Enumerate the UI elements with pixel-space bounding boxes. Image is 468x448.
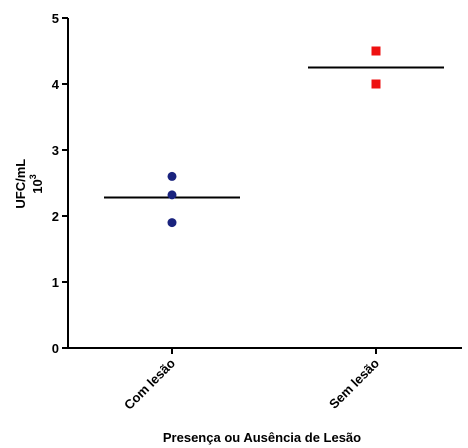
- y-tick-label: 1: [52, 275, 59, 290]
- y-tick-label: 0: [52, 341, 59, 356]
- data-point-square: [371, 79, 381, 89]
- data-point-square: [371, 46, 381, 56]
- data-point-circle: [167, 171, 177, 181]
- y-ticks: 0 1 2 3 4 5: [52, 11, 68, 356]
- y-axis-title-line1: UFC/mL: [13, 159, 28, 209]
- x-ticks: Com lesão Sem lesão: [121, 348, 382, 413]
- y-axis-title-exponent: 3: [28, 174, 38, 179]
- y-tick-label: 5: [52, 11, 59, 26]
- data-point-circle: [167, 218, 177, 228]
- y-tick-label: 3: [52, 143, 59, 158]
- y-axis-title-base: 10: [30, 179, 45, 193]
- y-tick-label: 4: [52, 77, 60, 92]
- y-axis-title: UFC/mL 103: [13, 155, 45, 208]
- axes: [67, 18, 462, 349]
- data-marks: [104, 46, 444, 228]
- x-tick-label: Sem lesão: [326, 355, 382, 411]
- y-tick-label: 2: [52, 209, 59, 224]
- x-tick-label: Com lesão: [121, 355, 178, 412]
- x-axis-title: Presença ou Ausência de Lesão: [163, 430, 361, 445]
- data-point-circle: [167, 190, 177, 200]
